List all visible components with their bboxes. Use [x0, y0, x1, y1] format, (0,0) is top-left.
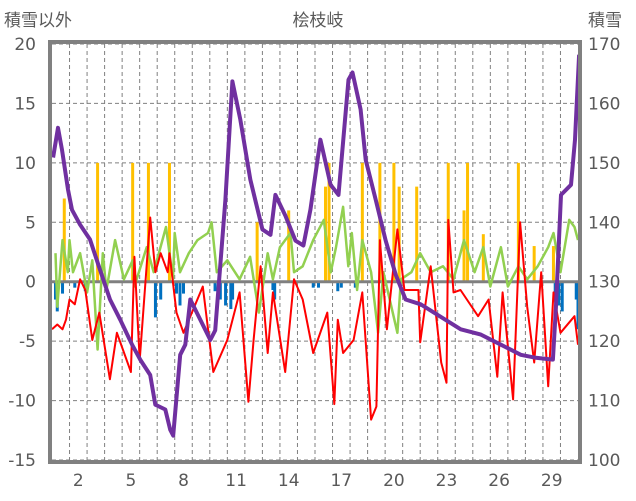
blue-bar	[153, 281, 157, 318]
blue-bar	[224, 281, 228, 306]
blue-bar	[61, 281, 65, 294]
x-tick-label: 20	[383, 471, 405, 491]
x-tick-label: 29	[541, 471, 563, 491]
left-tick-label: -10	[8, 392, 36, 412]
orange-bar	[167, 162, 171, 282]
orange-bar	[62, 198, 66, 282]
x-tick-label: 17	[330, 471, 352, 491]
blue-bar	[560, 281, 564, 312]
left-tick-label: 15	[14, 94, 36, 114]
x-tick-label: 5	[125, 471, 136, 491]
orange-bar	[392, 162, 396, 282]
x-tick-label: 23	[436, 471, 458, 491]
plot-frame	[48, 40, 582, 464]
right-axis-title: 積雪	[588, 11, 622, 31]
orange-bar	[466, 162, 470, 282]
orange-bar	[287, 210, 291, 282]
orange-bar	[255, 222, 259, 282]
blue-bar	[231, 281, 235, 300]
left-tick-label: 5	[25, 213, 36, 233]
right-tick-label: 100	[588, 451, 620, 471]
x-tick-label: 2	[73, 471, 84, 491]
x-tick-label: 11	[225, 471, 247, 491]
right-tick-label: 170	[588, 35, 620, 55]
orange-bar	[327, 162, 331, 282]
left-tick-label: -15	[8, 451, 36, 471]
blue-bar	[311, 281, 315, 288]
orange-bar	[96, 162, 100, 282]
orange-bar	[146, 162, 150, 282]
orange-bar	[551, 246, 555, 282]
blue-bar	[218, 281, 222, 300]
blue-bar	[557, 281, 561, 306]
x-tick-label: 14	[278, 471, 300, 491]
blue-bar	[174, 281, 178, 294]
blue-bar	[336, 281, 340, 292]
left-tick-label: 0	[25, 273, 36, 293]
blue-bar	[339, 281, 343, 288]
x-tick-label: 26	[488, 471, 510, 491]
right-tick-label: 130	[588, 273, 620, 293]
blue-bar	[178, 281, 182, 306]
orange-bar	[415, 186, 419, 282]
orange-bar	[481, 234, 485, 282]
blue-bar	[182, 281, 185, 294]
right-tick-label: 140	[588, 213, 620, 233]
blue-bar	[229, 281, 233, 310]
orange-bar	[516, 162, 520, 282]
orange-bar	[532, 246, 536, 282]
orange-bar	[397, 186, 401, 282]
orange-bar	[462, 210, 466, 282]
blue-bar	[73, 281, 77, 288]
orange-bar	[360, 162, 364, 282]
blue-bar	[273, 281, 277, 300]
chart-title: 桧枝岐	[292, 11, 344, 31]
left-axis-title: 積雪以外	[4, 11, 72, 31]
right-tick-label: 110	[588, 392, 620, 412]
left-tick-label: 20	[14, 35, 36, 55]
blue-bar	[574, 281, 578, 300]
orange-bar	[131, 162, 135, 282]
blue-bar	[271, 281, 275, 291]
right-tick-label: 150	[588, 154, 620, 174]
right-tick-label: 120	[588, 332, 620, 352]
blue-bar	[54, 281, 58, 300]
blue-bar	[317, 281, 321, 288]
x-tick-label: 8	[178, 471, 189, 491]
right-tick-label: 160	[588, 94, 620, 114]
blue-bar	[353, 281, 357, 288]
blue-bar	[159, 281, 163, 300]
red-series-line	[51, 216, 579, 421]
left-tick-label: 10	[14, 154, 36, 174]
left-tick-label: -5	[19, 332, 36, 352]
blue-bar	[213, 281, 217, 292]
green-series-line	[54, 205, 580, 351]
snow-depth-line	[51, 54, 582, 438]
